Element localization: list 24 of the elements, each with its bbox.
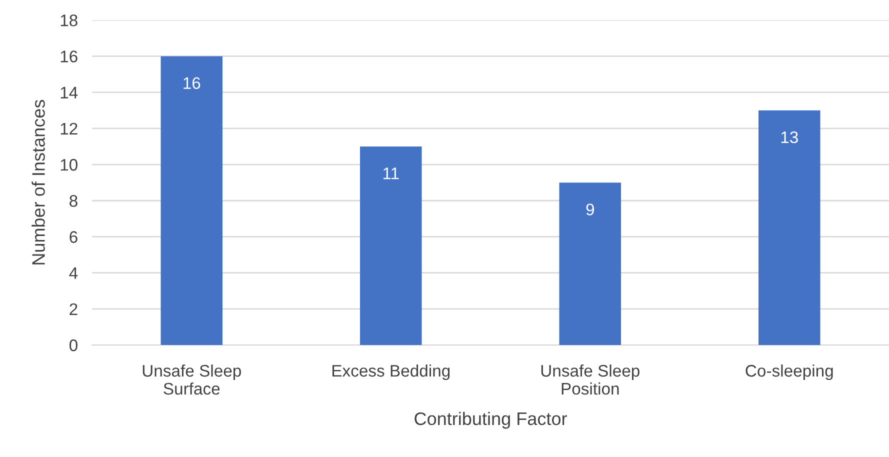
y-tick-label: 10 — [60, 158, 78, 171]
bar — [160, 56, 223, 346]
y-tick-label: 2 — [70, 303, 78, 315]
bar — [559, 182, 622, 346]
data-label: 11 — [384, 168, 399, 180]
x-tick-label: Co-sleeping — [746, 364, 833, 380]
x-tick-label: Unsafe Sleep Position — [541, 364, 640, 395]
y-tick-label: 16 — [60, 50, 78, 62]
y-tick-label: 14 — [60, 86, 78, 98]
y-tick-label: 6 — [70, 231, 78, 243]
data-label: 9 — [586, 204, 594, 216]
y-tick-label: 4 — [69, 267, 78, 279]
bar — [360, 146, 422, 346]
bar — [758, 110, 820, 346]
y-tick-label: 12 — [60, 122, 78, 134]
x-tick-label: Excess Bedding — [332, 364, 450, 380]
x-axis-title: Contributing Factor — [414, 412, 567, 429]
y-tick-label: 8 — [70, 195, 78, 207]
data-label: 13 — [781, 131, 798, 144]
y-tick-label: 0 — [70, 339, 78, 352]
y-tick-label: 18 — [60, 14, 78, 26]
y-axis-title: Number of Instances — [32, 100, 45, 264]
x-tick-label: Unsafe Sleep Surface — [142, 364, 241, 395]
data-label: 16 — [184, 77, 200, 90]
